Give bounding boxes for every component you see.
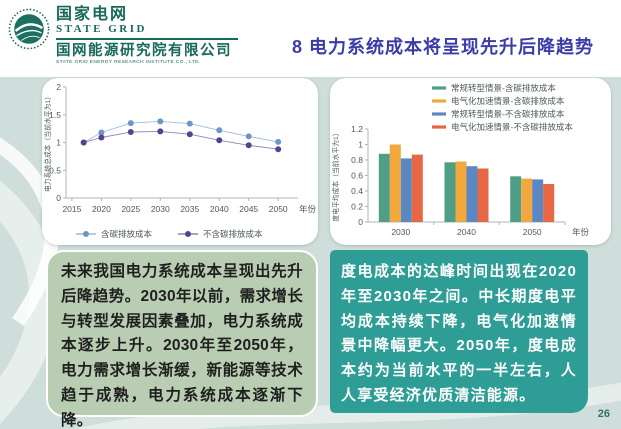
svg-text:1: 1	[56, 138, 61, 148]
bar-chart: 0 0.2 0.4 0.6 0.8 1 1.2 2030 2040 2050 年份 度电平均成本（当前…	[330, 78, 611, 245]
svg-text:0.4: 0.4	[351, 186, 363, 196]
svg-text:不含碳排放成本: 不含碳排放成本	[203, 229, 263, 239]
svg-text:0.6: 0.6	[351, 171, 363, 181]
header: 国家电网 STATE GRID 国网能源研究院有限公司 STATE GRID E…	[0, 0, 621, 77]
svg-text:常规转型情景-不含碳排放成本: 常规转型情景-不含碳排放成本	[451, 109, 565, 119]
logo-en-name: STATE GRID	[56, 23, 147, 35]
svg-text:年份: 年份	[299, 204, 317, 214]
svg-text:2030: 2030	[151, 204, 170, 214]
left-text-box: 未来我国电力系统成本呈现出先升后降趋势。2030年以前，需求增长与转型发展因素叠…	[46, 250, 318, 429]
logo-cn-name: 国家电网	[56, 6, 129, 23]
logo-text-block: 国家电网 STATE GRID 国网能源研究院有限公司 STATE GRID E…	[56, 6, 238, 66]
svg-text:电力系统总成本（当前水平为1）: 电力系统总成本（当前水平为1）	[43, 93, 52, 192]
line-chart-card: 0 0.5 1 1.5 2 2015 2020 2025 2030 2035 2040 2045 205…	[42, 78, 318, 245]
svg-text:2015: 2015	[62, 204, 81, 214]
svg-text:2050: 2050	[523, 227, 542, 237]
svg-text:2050: 2050	[269, 204, 288, 214]
svg-text:2035: 2035	[180, 204, 199, 214]
svg-text:电气化加速情景-不含碳排放成本: 电气化加速情景-不含碳排放成本	[451, 122, 573, 132]
svg-text:2: 2	[56, 82, 61, 92]
svg-text:2040: 2040	[457, 227, 476, 237]
svg-text:含碳排放成本: 含碳排放成本	[101, 229, 153, 239]
bar-chart-card: 0 0.2 0.4 0.6 0.8 1 1.2 2030 2040 2050 年份 度电平均成本（当前…	[330, 78, 611, 245]
line-chart: 0 0.5 1 1.5 2 2015 2020 2025 2030 2035 2040 2045 205…	[42, 78, 318, 245]
left-text-paragraph: 未来我国电力系统成本呈现出先升后降趋势。2030年以前，需求增长与转型发展因素叠…	[61, 263, 303, 429]
logo-org-cn-name: 国网能源研究院有限公司	[56, 43, 232, 59]
right-text-box: 度电成本的达峰时间出现在2020年至2030年之间。中长期度电平均成本持续下降，…	[330, 250, 588, 413]
svg-text:2025: 2025	[121, 204, 140, 214]
state-grid-logo: 国家电网 STATE GRID 国网能源研究院有限公司 STATE GRID E…	[8, 6, 238, 66]
svg-text:0.5: 0.5	[49, 165, 61, 175]
svg-text:年份: 年份	[572, 227, 590, 237]
svg-text:2020: 2020	[92, 204, 111, 214]
svg-text:0.8: 0.8	[351, 155, 363, 165]
svg-text:常规转型情景-含碳排放成本: 常规转型情景-含碳排放成本	[451, 83, 556, 93]
page-title: 8 电力系统成本将呈现先升后降趋势	[292, 37, 595, 57]
svg-text:0: 0	[358, 217, 363, 227]
page-number: 26	[597, 408, 610, 420]
svg-text:1.5: 1.5	[49, 110, 61, 120]
svg-text:2030: 2030	[391, 227, 410, 237]
svg-text:度电平均成本（当前水平为1）: 度电平均成本（当前水平为1）	[331, 129, 340, 221]
svg-text:0: 0	[56, 193, 61, 203]
svg-text:1: 1	[358, 140, 363, 150]
right-text-paragraph: 度电成本的达峰时间出现在2020年至2030年之间。中长期度电平均成本持续下降，…	[341, 263, 577, 404]
logo-org-en-name: STATE GRID ENERGY RESEARCH INSTITUTE CO.…	[56, 60, 201, 65]
logo-divider	[56, 38, 238, 40]
svg-text:1.2: 1.2	[351, 124, 363, 134]
svg-text:2045: 2045	[239, 204, 258, 214]
state-grid-globe-icon	[8, 8, 50, 50]
svg-text:电气化加速情景-含碳排放成本: 电气化加速情景-含碳排放成本	[451, 96, 565, 106]
svg-text:0.2: 0.2	[351, 202, 363, 212]
svg-text:2040: 2040	[210, 204, 229, 214]
